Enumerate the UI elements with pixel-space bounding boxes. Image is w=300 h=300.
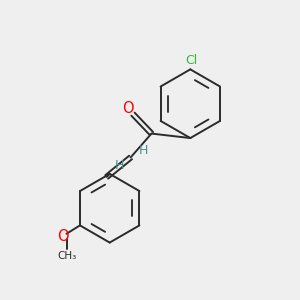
Text: Cl: Cl [186,54,198,67]
Text: H: H [138,144,148,158]
Text: CH₃: CH₃ [57,251,76,261]
Text: O: O [57,229,69,244]
Text: H: H [115,159,124,172]
Text: O: O [122,101,134,116]
